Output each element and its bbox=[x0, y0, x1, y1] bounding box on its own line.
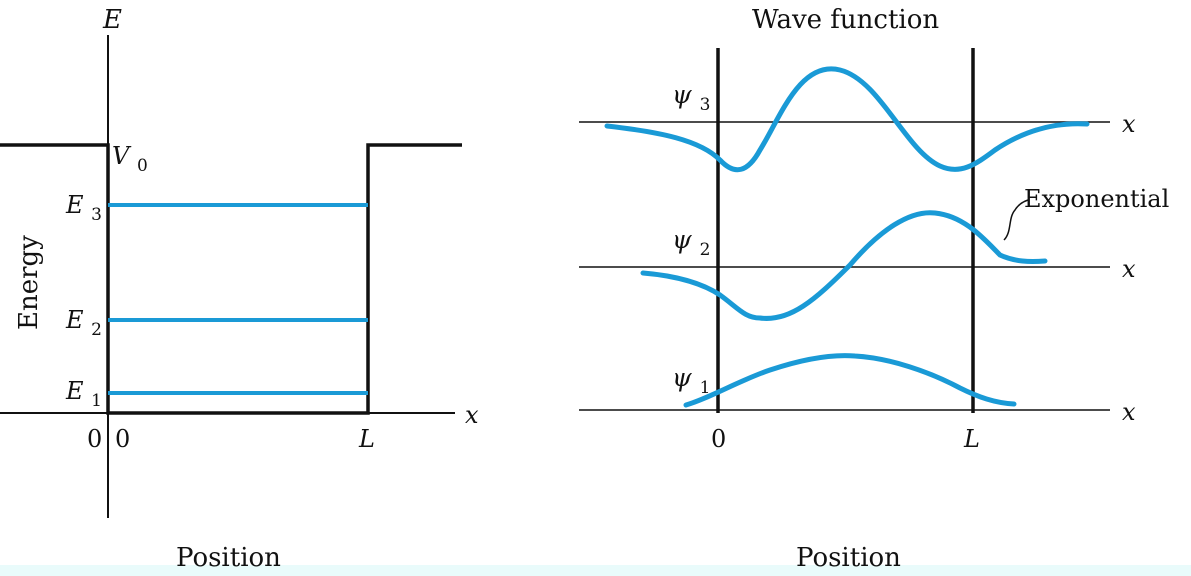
psi1-sub: 1 bbox=[700, 378, 711, 398]
wave-curve-psi2 bbox=[640, 210, 1048, 321]
energy-axis-title: Energy bbox=[14, 235, 44, 330]
x-var-psi2: x bbox=[1122, 255, 1136, 283]
psi3-sub: 3 bbox=[700, 95, 711, 115]
energy-level-label-3-sub: 3 bbox=[91, 205, 102, 225]
tick-L-right: L bbox=[963, 425, 980, 453]
psi2-symbol: ψ bbox=[672, 225, 692, 254]
potential-label-base: V bbox=[112, 142, 132, 170]
wave-curve-psi3 bbox=[604, 66, 1090, 173]
x-var-psi3: x bbox=[1122, 110, 1136, 138]
tick-origin-left: 0 bbox=[87, 425, 102, 453]
energy-level-label-1: E 1 bbox=[65, 377, 102, 411]
tick-0-right: 0 bbox=[711, 425, 726, 453]
x-var-left: x bbox=[465, 401, 479, 429]
psi1-label: ψ 1 bbox=[672, 363, 710, 398]
tick-L-left: L bbox=[358, 425, 375, 453]
energy-level-label-2-base: E bbox=[65, 306, 84, 334]
energy-level-label-2-sub: 2 bbox=[91, 320, 102, 340]
potential-label-sub: 0 bbox=[137, 156, 148, 176]
tick-origin-right: 0 bbox=[115, 425, 130, 453]
bottom-band bbox=[0, 565, 1191, 576]
potential-label: V 0 bbox=[112, 142, 148, 176]
wave-function-diagram: Wave function Exponential ψ 3 ψ 2 bbox=[579, 5, 1169, 573]
energy-level-label-3-base: E bbox=[65, 191, 84, 219]
wave-curve-psi1 bbox=[683, 353, 1017, 408]
psi1-symbol: ψ bbox=[672, 363, 692, 392]
potential-well bbox=[0, 143, 462, 415]
psi3-label: ψ 3 bbox=[672, 80, 710, 115]
energy-level-label-1-base: E bbox=[65, 377, 84, 405]
energy-level-label-2: E 2 bbox=[65, 306, 102, 340]
energy-diagram: E Energy V 0 E 3 E 2 E 1 0 0 L x Positio bbox=[0, 5, 479, 573]
psi2-sub: 2 bbox=[700, 240, 711, 260]
x-var-psi1: x bbox=[1122, 398, 1136, 426]
psi3-symbol: ψ bbox=[672, 80, 692, 109]
energy-axis-top-label: E bbox=[102, 5, 122, 35]
position-title-left: Position bbox=[176, 543, 281, 573]
energy-level-label-1-sub: 1 bbox=[91, 391, 102, 411]
psi2-label: ψ 2 bbox=[672, 225, 710, 260]
position-title-right: Position bbox=[796, 543, 901, 573]
wave-function-title: Wave function bbox=[752, 5, 939, 35]
energy-level-label-3: E 3 bbox=[65, 191, 102, 225]
exponential-leader bbox=[1003, 199, 1029, 241]
exponential-label: Exponential bbox=[1024, 185, 1169, 213]
